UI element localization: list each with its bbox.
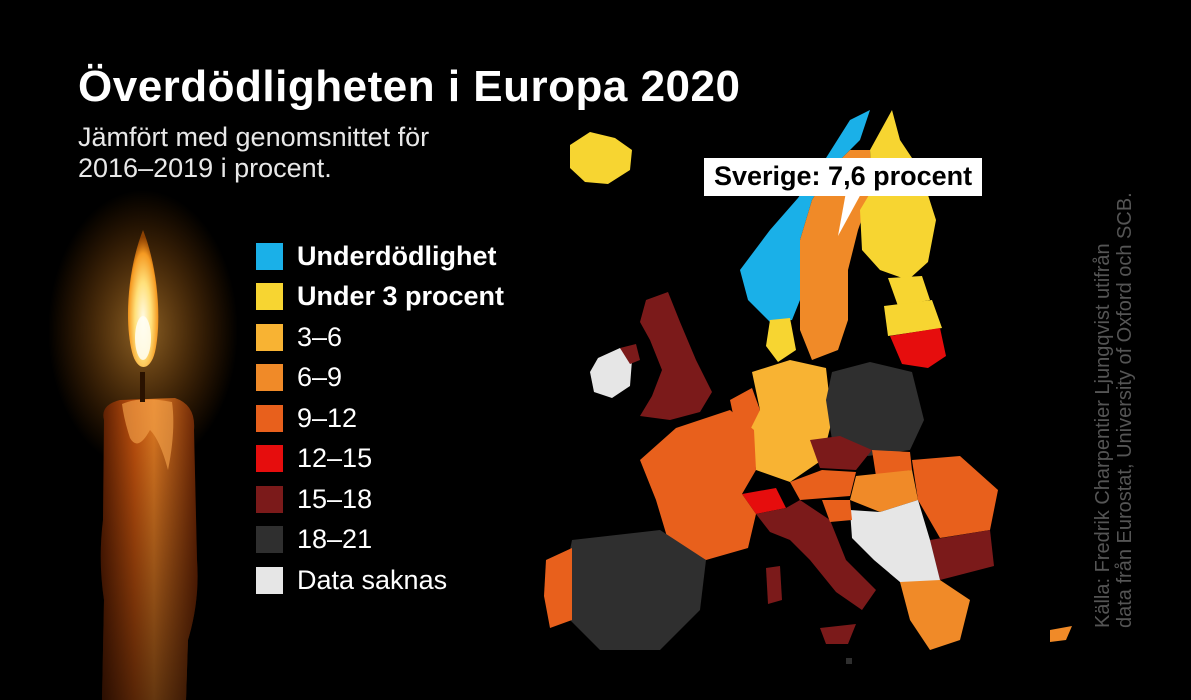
legend-swatch [256, 566, 283, 594]
legend-label: 6–9 [297, 362, 343, 393]
legend-swatch [256, 283, 283, 311]
region-northern-ireland [620, 344, 640, 364]
region-slovakia [872, 450, 912, 476]
legend-label: Under 3 procent [297, 281, 505, 312]
legend-label: 12–15 [297, 443, 373, 474]
legend: Underdödlighet Under 3 procent 3–6 6–9 9–12 1… [256, 236, 504, 601]
region-poland [826, 362, 924, 456]
legend-item: 15–18 [256, 479, 504, 520]
page-title: Överdödligheten i Europa 2020 [78, 62, 741, 111]
region-austria [790, 470, 856, 500]
region-hungary [850, 470, 918, 512]
page-subtitle: Jämfört med genomsnittet för 2016–2019 i… [78, 122, 548, 184]
region-italy [756, 500, 876, 610]
source-line-2: data från Eurostat, University of Oxford… [1114, 192, 1136, 628]
legend-item: Under 3 procent [256, 277, 504, 318]
region-iceland [570, 132, 632, 184]
region-germany [750, 360, 832, 482]
source-credit: Källa: Fredrik Charpentier Ljungqvist ut… [1092, 88, 1136, 628]
sweden-callout: Sverige: 7,6 procent [704, 158, 983, 196]
legend-item: 12–15 [256, 439, 504, 480]
legend-swatch [256, 242, 283, 270]
source-line-1: Källa: Fredrik Charpentier Ljungqvist ut… [1092, 243, 1114, 628]
legend-label: Data saknas [297, 564, 448, 595]
legend-item: 9–12 [256, 398, 504, 439]
legend-label: 18–21 [297, 524, 373, 555]
region-norway [740, 110, 870, 322]
region-latvia [884, 300, 942, 336]
legend-label: 3–6 [297, 321, 343, 352]
legend-item: 6–9 [256, 358, 504, 399]
callout-pointer [838, 192, 862, 236]
legend-label: 9–12 [297, 402, 358, 433]
region-estonia [888, 276, 930, 306]
legend-swatch [256, 404, 283, 432]
region-cyprus [1050, 626, 1072, 642]
region-malta [846, 658, 852, 664]
legend-swatch [256, 364, 283, 392]
region-czechia [810, 436, 872, 470]
region-denmark [766, 318, 796, 362]
region-portugal [544, 548, 572, 628]
legend-item: 18–21 [256, 520, 504, 561]
legend-item: Data saknas [256, 560, 504, 601]
subtitle-line-1: Jämfört med genomsnittet för [78, 122, 430, 152]
candle-image [48, 190, 238, 700]
region-france [640, 410, 756, 560]
legend-item: Underdödlighet [256, 236, 504, 277]
legend-label: Underdödlighet [297, 240, 497, 271]
region-switzerland [742, 488, 786, 514]
legend-label: 15–18 [297, 483, 373, 514]
region-balkans [850, 500, 940, 600]
legend-item: 3–6 [256, 317, 504, 358]
region-greece [900, 580, 970, 650]
region-lithuania [890, 328, 946, 368]
region-sicily [820, 624, 856, 644]
legend-swatch [256, 485, 283, 513]
legend-swatch [256, 526, 283, 554]
region-romania [912, 456, 998, 538]
region-slovenia-croatia [822, 500, 852, 522]
region-uk [640, 292, 712, 420]
region-sardinia [766, 566, 782, 604]
legend-swatch [256, 323, 283, 351]
subtitle-line-2: 2016–2019 i procent. [78, 153, 332, 183]
region-bulgaria [930, 530, 994, 580]
legend-swatch [256, 445, 283, 473]
region-ireland [590, 348, 632, 398]
region-spain [564, 530, 706, 650]
